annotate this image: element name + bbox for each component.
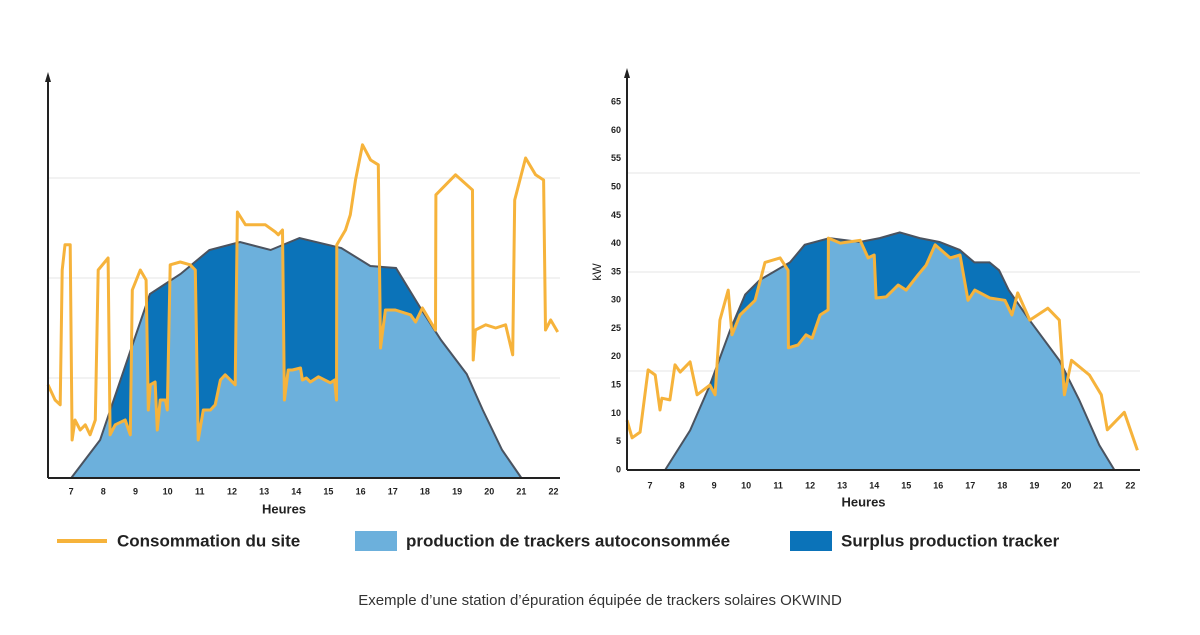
y-tick-label: 10 xyxy=(611,408,621,418)
x-tick-label: 10 xyxy=(741,480,751,490)
x-axis-label: Heures xyxy=(841,494,885,509)
x-tick-label: 21 xyxy=(1093,480,1103,490)
production-outline xyxy=(664,231,1116,471)
x-tick-label: 14 xyxy=(869,480,879,490)
x-tick-label: 16 xyxy=(933,480,943,490)
legend-swatch xyxy=(790,531,832,551)
y-tick-label: 15 xyxy=(611,380,621,390)
y-tick-label: 5 xyxy=(616,436,621,446)
x-tick-label: 18 xyxy=(420,486,430,496)
y-tick-label: 25 xyxy=(611,323,621,333)
caption: Exemple d’une station d’épuration équipé… xyxy=(358,592,842,609)
legend-label: Consommation du site xyxy=(117,531,300,550)
axis-arrow xyxy=(624,68,630,78)
y-tick-label: 55 xyxy=(611,153,621,163)
x-tick-label: 19 xyxy=(452,486,462,496)
x-tick-label: 14 xyxy=(291,486,301,496)
x-tick-label: 13 xyxy=(259,486,269,496)
y-tick-label: 50 xyxy=(611,182,621,192)
x-tick-label: 9 xyxy=(133,486,138,496)
x-tick-label: 21 xyxy=(516,486,526,496)
y-axis-label: kW xyxy=(590,263,604,281)
x-tick-label: 12 xyxy=(805,480,815,490)
x-tick-label: 10 xyxy=(163,486,173,496)
x-tick-label: 15 xyxy=(323,486,333,496)
legend-label: production de trackers autoconsommée xyxy=(406,531,730,550)
x-tick-label: 18 xyxy=(997,480,1007,490)
x-tick-label: 8 xyxy=(680,480,685,490)
x-tick-label: 16 xyxy=(356,486,366,496)
y-tick-label: 35 xyxy=(611,266,621,276)
legend-label: Surplus production tracker xyxy=(841,531,1060,550)
y-tick-label: 30 xyxy=(611,295,621,305)
y-tick-label: 40 xyxy=(611,238,621,248)
x-tick-label: 20 xyxy=(484,486,494,496)
x-tick-label: 9 xyxy=(712,480,717,490)
x-tick-label: 7 xyxy=(648,480,653,490)
x-tick-label: 20 xyxy=(1061,480,1071,490)
x-tick-label: 7 xyxy=(69,486,74,496)
y-tick-label: 45 xyxy=(611,210,621,220)
y-tick-label: 0 xyxy=(616,464,621,474)
x-tick-label: 19 xyxy=(1029,480,1039,490)
x-tick-label: 17 xyxy=(965,480,975,490)
x-tick-label: 22 xyxy=(1125,480,1135,490)
x-tick-label: 22 xyxy=(549,486,559,496)
x-tick-label: 11 xyxy=(773,480,783,490)
legend-swatch xyxy=(355,531,397,551)
x-tick-label: 8 xyxy=(101,486,106,496)
axis-arrow xyxy=(45,72,51,82)
x-tick-label: 13 xyxy=(837,480,847,490)
y-tick-label: 65 xyxy=(611,97,621,107)
y-tick-label: 60 xyxy=(611,125,621,135)
x-tick-label: 17 xyxy=(388,486,398,496)
x-tick-label: 15 xyxy=(901,480,911,490)
x-tick-label: 11 xyxy=(195,486,205,496)
y-tick-label: 20 xyxy=(611,351,621,361)
consumption-line xyxy=(46,143,559,442)
x-axis-label: Heures xyxy=(262,501,306,516)
x-tick-label: 12 xyxy=(227,486,237,496)
consumption-line xyxy=(625,236,1139,451)
